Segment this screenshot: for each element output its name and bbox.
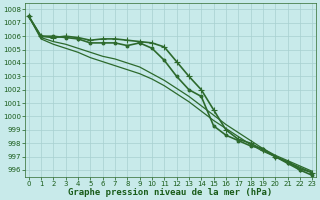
X-axis label: Graphe pression niveau de la mer (hPa): Graphe pression niveau de la mer (hPa) xyxy=(68,188,273,197)
